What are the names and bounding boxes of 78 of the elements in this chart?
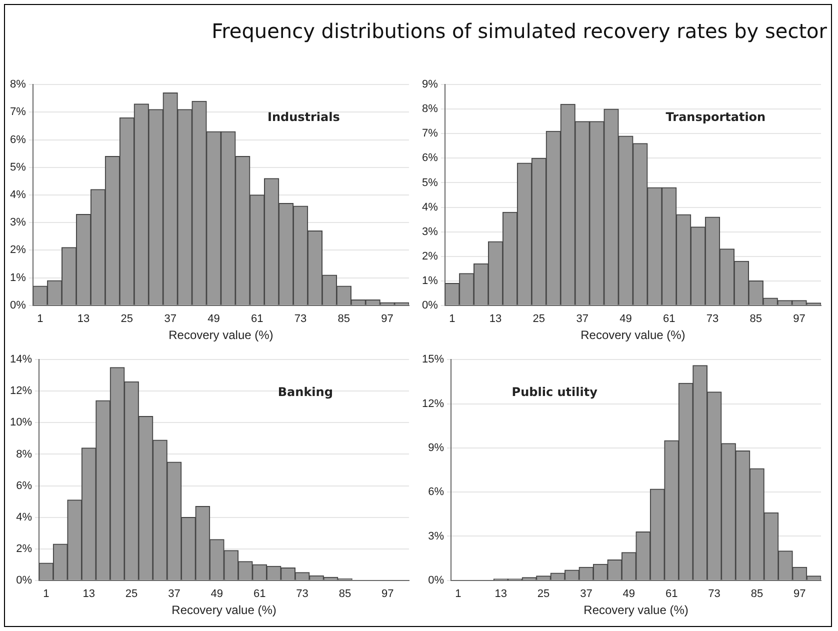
x-tick-label: 1: [37, 313, 44, 326]
y-tick-label: 0%: [10, 299, 26, 312]
x-axis-title: Recovery value (%): [580, 328, 686, 342]
y-tick-label: 2%: [16, 542, 32, 555]
x-tick-label: 37: [168, 588, 180, 600]
x-tick-label: 37: [580, 588, 592, 600]
x-tick-label: 13: [489, 313, 502, 326]
x-tick-label: 49: [210, 588, 224, 600]
y-tick-label: 6%: [16, 480, 32, 492]
x-tick-label: 97: [793, 313, 806, 326]
y-tick-label: 0%: [428, 574, 444, 586]
x-tick-label: 25: [532, 313, 546, 326]
x-tick-label: 49: [620, 313, 632, 326]
x-tick-label: 73: [296, 588, 308, 600]
y-tick-label: 1%: [422, 274, 438, 287]
x-tick-label: 85: [750, 313, 762, 326]
x-tick-label: 13: [494, 588, 507, 600]
x-tick-label: 13: [77, 313, 90, 326]
x-tick-label: 97: [381, 313, 394, 326]
x-axis-title: Recovery value (%): [168, 328, 274, 342]
y-tick-label: 5%: [10, 161, 26, 174]
annotation: Transportation: [666, 110, 766, 124]
y-tick-label: 2%: [10, 244, 26, 256]
x-tick-label: 61: [665, 588, 678, 600]
y-tick-label: 9%: [422, 78, 438, 91]
y-tick-label: 9%: [428, 442, 444, 454]
y-tick-label: 10%: [10, 416, 32, 429]
y-tick-label: 8%: [422, 103, 438, 116]
x-tick-label: 61: [662, 313, 676, 326]
y-tick-label: 6%: [422, 152, 438, 164]
annotation: Banking: [278, 384, 333, 399]
text: Frequency distributions of simulated recovery rates by sector: [210, 19, 828, 43]
y-tick-label: 8%: [10, 78, 26, 91]
y-tick-label: 0%: [16, 574, 32, 586]
x-tick-label: 49: [208, 313, 220, 326]
x-tick-label: 25: [125, 588, 138, 600]
x-axis-title: Recovery value (%): [172, 603, 276, 618]
y-tick-label: 12%: [422, 398, 444, 410]
x-tick-label: 37: [576, 313, 588, 326]
y-tick-label: 6%: [10, 134, 26, 146]
y-tick-label: 4%: [10, 189, 26, 202]
x-tick-label: 1: [455, 588, 462, 600]
x-tick-label: 97: [794, 588, 806, 600]
x-tick-label: 73: [708, 588, 720, 600]
x-tick-label: 85: [338, 588, 352, 600]
y-tick-label: 5%: [422, 176, 438, 189]
y-tick-label: 15%: [422, 354, 444, 366]
y-tick-label: 3%: [428, 530, 444, 542]
x-tick-label: 49: [622, 588, 636, 600]
x-tick-label: 61: [250, 313, 264, 326]
x-tick-label: 61: [253, 588, 266, 600]
annotation: Public utility: [512, 384, 598, 399]
y-tick-label: 4%: [422, 201, 438, 214]
y-tick-label: 4%: [16, 511, 32, 524]
x-tick-label: 97: [382, 588, 394, 600]
x-tick-label: 25: [120, 313, 134, 326]
y-tick-label: 8%: [16, 448, 32, 460]
y-tick-label: 7%: [422, 128, 438, 140]
y-tick-label: 0%: [422, 299, 438, 312]
x-tick-label: 13: [82, 588, 95, 600]
x-tick-label: 1: [449, 313, 456, 326]
x-tick-label: 37: [164, 313, 176, 326]
x-tick-label: 73: [294, 313, 307, 326]
y-tick-label: 12%: [10, 385, 32, 398]
x-tick-label: 85: [750, 588, 764, 600]
x-axis-title: Recovery value (%): [584, 603, 688, 618]
y-tick-label: 3%: [422, 226, 438, 238]
x-tick-label: 1: [43, 588, 50, 600]
y-tick-label: 2%: [422, 250, 438, 262]
x-tick-label: 25: [537, 588, 550, 600]
y-tick-label: 6%: [428, 486, 444, 498]
x-tick-label: 85: [338, 313, 350, 326]
y-tick-label: 14%: [10, 354, 32, 366]
y-tick-label: 1%: [10, 272, 26, 284]
x-tick-label: 73: [706, 313, 719, 326]
y-tick-label: 3%: [10, 216, 26, 229]
y-tick-label: 7%: [10, 106, 26, 118]
annotation: Industrials: [267, 110, 340, 124]
